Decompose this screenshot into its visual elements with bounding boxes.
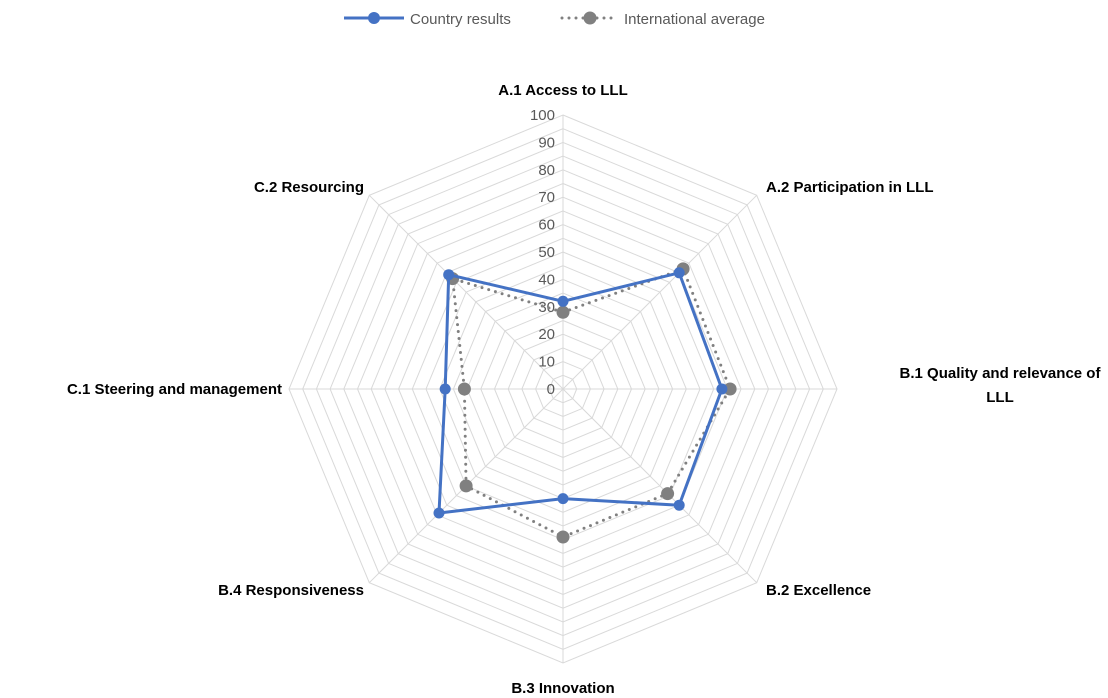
radar-spokes [289,115,837,663]
tick-label-60: 60 [538,217,555,234]
point-country-results-b-3-innovation [557,493,569,505]
point-international-average-a-1-access-to-lll [556,305,570,319]
series-line-international-average [450,266,732,539]
category-label-a-1-access-to-lll: A.1 Access to LLL [498,82,627,99]
category-label-b-2-excellence: B.2 Excellence [766,582,871,599]
point-country-results-b-4-responsiveness [433,507,445,519]
spoke-b-2-excellence [562,388,758,584]
tick-label-50: 50 [538,244,555,261]
point-international-average-c-1-steering-and-management [457,382,471,396]
category-label-c-2-resourcing: C.2 Resourcing [254,179,364,196]
category-labels: A.1 Access to LLL A.2 Participation in LL… [67,82,1102,697]
series-country-results [433,267,728,519]
point-country-results-b-2-excellence [673,499,685,511]
spoke-c-2-resourcing [368,194,564,390]
tick-label-0: 0 [547,381,555,398]
spoke-a-2-participation-in-lll [562,194,758,390]
tick-label-10: 10 [538,354,555,371]
tick-label-40: 40 [538,271,555,288]
point-international-average-b-1-quality-and-relevance-of-lll [723,382,737,396]
category-label-b-1-quality-and-relevance-of-lll: B.1 Quality and relevance of LLL [900,365,1102,406]
point-international-average-b-4-responsiveness [459,479,473,493]
legend: Country results International average [344,11,765,28]
point-country-results-c-1-steering-and-management [439,383,451,395]
series-line-country-results [437,271,724,515]
point-international-average-b-2-excellence [661,487,675,501]
category-label-c-1-steering-and-management: C.1 Steering and management [67,381,282,398]
category-label-b-3-innovation: B.3 Innovation [511,680,614,697]
tick-label-70: 70 [538,189,555,206]
legend-label-country-results: Country results [410,11,511,28]
series-layer [433,262,737,544]
legend-marker-country-results [368,12,380,24]
legend-marker-international-average [583,11,597,25]
tick-label-20: 20 [538,326,555,343]
point-country-results-a-2-participation-in-lll [673,267,685,279]
category-label-a-2-participation-in-lll: A.2 Participation in LLL [766,179,934,196]
category-label-b-4-responsiveness: B.4 Responsiveness [218,582,364,599]
tick-label-80: 80 [538,162,555,179]
point-country-results-a-1-access-to-lll [557,295,569,307]
tick-label-100: 100 [530,107,555,124]
radial-tick-labels: 0 10 20 30 40 50 60 70 80 90 100 [530,107,555,398]
legend-item-international-average: International average [560,11,765,28]
point-international-average-b-3-innovation [556,530,570,544]
point-country-results-b-1-quality-and-relevance-of-lll [716,383,728,395]
point-country-results-c-2-resourcing [443,269,455,281]
legend-label-international-average: International average [624,11,765,28]
legend-item-country-results: Country results [344,11,511,28]
tick-label-90: 90 [538,134,555,151]
tick-label-30: 30 [538,299,555,316]
